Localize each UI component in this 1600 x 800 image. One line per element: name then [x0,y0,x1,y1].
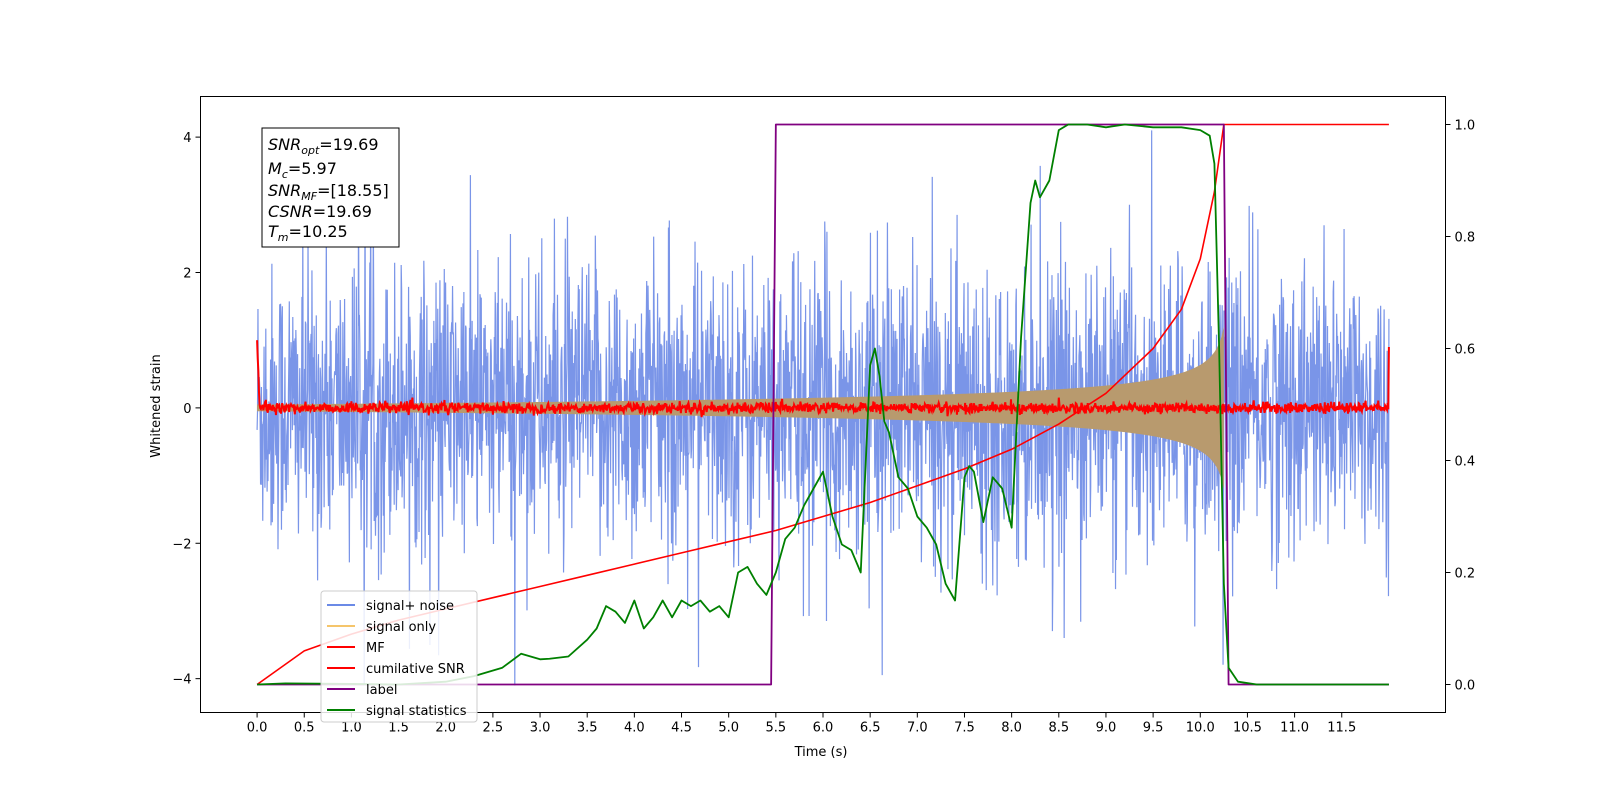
x-tick-label: 2.5 [483,721,504,736]
right-tick-label: 0.2 [1455,567,1476,582]
x-tick-label: 1.5 [388,721,409,736]
x-tick-label: 1.0 [341,721,362,736]
signal-statistics-line [257,123,1389,686]
x-tick-label: 9.0 [1096,721,1117,736]
left-y-axis-ticks: −4 −2 0 2 4 [172,131,201,688]
info-box-frame [261,127,400,248]
x-tick-label: 5.0 [718,721,739,736]
y-tick-label: 0 [183,402,191,417]
legend-item: cumilative SNR [327,662,465,677]
legend-item: signal+ noise [327,599,454,614]
x-tick-label: 6.5 [860,721,881,736]
right-y-axis-ticks: 0.0 0.2 0.4 0.6 0.8 1.0 [1445,119,1476,694]
x-tick-label: 10.5 [1233,721,1262,736]
right-tick-label: 0.8 [1455,231,1476,246]
x-tick-label: 2.0 [435,721,456,736]
right-tick-label: 0.0 [1455,679,1476,694]
x-tick-label: 11.5 [1327,721,1356,736]
legend-label: signal only [366,620,436,635]
x-tick-label: 10.0 [1186,721,1215,736]
legend-item: signal only [327,620,436,635]
x-tick-label: 4.5 [671,721,692,736]
legend: signal+ noise signal only MF cumilative SNR… [320,590,478,723]
y-tick-label: −2 [172,537,191,552]
x-tick-label: 6.0 [813,721,834,736]
x-tick-label: 0.5 [294,721,315,736]
mf-line [256,340,1390,418]
mf-layer [256,340,1390,418]
info-csnr: CSNR=19.69 [268,202,372,221]
info-snr-opt: SNRopt=19.69 [268,135,379,157]
legend-frame [320,590,478,723]
x-tick-label: 7.5 [954,721,975,736]
legend-label: MF [366,641,385,656]
info-mc: Mc=5.97 [268,159,337,181]
x-tick-label: 4.0 [624,721,645,736]
y-tick-label: 4 [183,131,191,146]
x-tick-label: 8.5 [1048,721,1069,736]
legend-label: signal+ noise [366,599,454,614]
right-tick-label: 0.6 [1455,343,1476,358]
left-y-axis-label: Whitened strain [149,354,164,457]
legend-label: cumilative SNR [366,662,465,677]
x-axis-ticks: 0.0 0.5 1.0 1.5 2.0 2.5 3.0 3.5 4.0 4.5 5.0 5.5 6.0 6… [247,712,1356,736]
x-tick-label: 5.5 [765,721,786,736]
y-tick-label: −4 [172,673,191,688]
legend-item: signal statistics [327,704,467,719]
x-tick-label: 7.0 [907,721,928,736]
legend-label: signal statistics [366,704,467,719]
legend-item: label [327,683,397,698]
info-snr-mf: SNRMF=[18.55] [268,181,389,203]
right-tick-label: 0.4 [1455,455,1476,470]
legend-label: label [366,683,397,698]
right-tick-label: 1.0 [1455,119,1476,134]
info-tm: Tm=10.25 [268,222,348,244]
x-tick-label: 0.0 [247,721,268,736]
x-tick-label: 11.0 [1280,721,1309,736]
info-box: SNRopt=19.69 Mc=5.97 SNRMF=[18.55] CSNR=… [261,127,400,248]
x-tick-label: 9.5 [1143,721,1164,736]
x-tick-label: 3.0 [530,721,551,736]
x-axis-label: Time (s) [794,745,848,760]
y-tick-label: 2 [183,267,191,282]
legend-item: MF [327,641,385,656]
x-tick-label: 3.5 [577,721,598,736]
x-tick-label: 8.0 [1001,721,1022,736]
